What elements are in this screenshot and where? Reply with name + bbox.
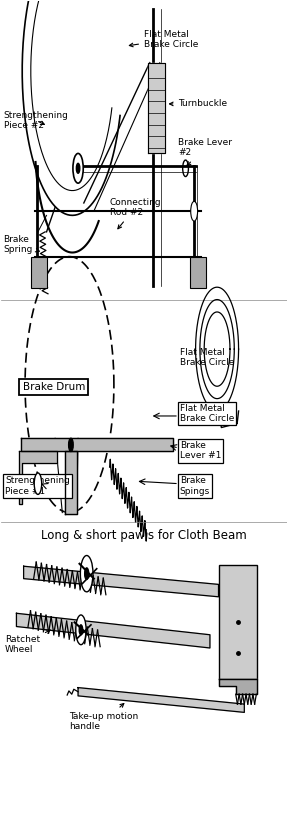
Text: Brake
Spring: Brake Spring xyxy=(3,235,39,254)
Text: Long & short pawls for Cloth Beam: Long & short pawls for Cloth Beam xyxy=(41,529,247,543)
Text: Ratchet
Wheel: Ratchet Wheel xyxy=(5,630,50,654)
Text: Strengthening
Piece #1: Strengthening Piece #1 xyxy=(5,476,70,496)
Polygon shape xyxy=(148,63,166,154)
Polygon shape xyxy=(24,566,219,597)
Text: Take-up motion
handle: Take-up motion handle xyxy=(69,704,139,731)
Circle shape xyxy=(34,473,42,495)
Text: Flat Metal
Brake Circle: Flat Metal Brake Circle xyxy=(180,347,234,367)
Text: Brake Lever
#2: Brake Lever #2 xyxy=(178,138,232,165)
Polygon shape xyxy=(78,687,244,712)
Circle shape xyxy=(76,615,86,645)
Text: Turnbuckle: Turnbuckle xyxy=(170,99,228,108)
Circle shape xyxy=(191,201,198,221)
Polygon shape xyxy=(16,614,210,648)
Circle shape xyxy=(76,164,80,173)
Circle shape xyxy=(85,568,89,580)
Circle shape xyxy=(80,556,93,592)
Polygon shape xyxy=(219,679,257,694)
Text: Connecting
Rod #2: Connecting Rod #2 xyxy=(110,198,161,229)
Text: Brake
Lever #1: Brake Lever #1 xyxy=(180,441,221,461)
FancyBboxPatch shape xyxy=(190,256,206,288)
Polygon shape xyxy=(19,452,56,504)
Text: Brake
Spings: Brake Spings xyxy=(180,476,210,496)
FancyBboxPatch shape xyxy=(219,566,257,679)
Circle shape xyxy=(69,438,73,452)
Circle shape xyxy=(73,154,83,183)
Circle shape xyxy=(79,625,83,635)
Text: Flat Metal
Brake Circle: Flat Metal Brake Circle xyxy=(129,30,198,49)
FancyBboxPatch shape xyxy=(31,256,47,288)
Text: Flat Metal
Brake Circle: Flat Metal Brake Circle xyxy=(180,404,234,423)
Polygon shape xyxy=(21,438,173,452)
Text: Strengthening
Piece #2: Strengthening Piece #2 xyxy=(3,111,69,130)
Polygon shape xyxy=(65,452,77,514)
Text: Brake Drum: Brake Drum xyxy=(22,382,85,392)
